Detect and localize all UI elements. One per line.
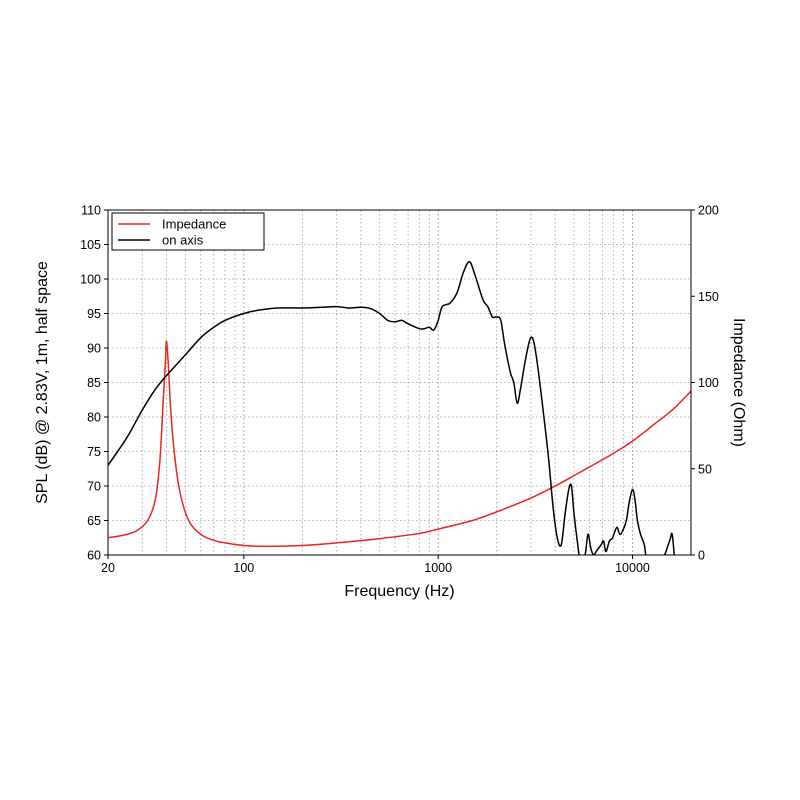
x-tick-label: 1000 bbox=[424, 561, 452, 575]
series-line-on-axis bbox=[108, 261, 675, 555]
left-y-tick-label: 70 bbox=[87, 480, 101, 494]
left-y-tick-label: 105 bbox=[80, 238, 101, 252]
left-y-tick-label: 80 bbox=[87, 411, 101, 425]
right-y-tick-label: 150 bbox=[698, 290, 719, 304]
legend-label-impedance: Impedance bbox=[162, 217, 226, 232]
legend-label-on-axis: on axis bbox=[162, 233, 204, 248]
data-series bbox=[108, 261, 691, 555]
left-y-tick-label: 60 bbox=[87, 549, 101, 563]
left-y-tick-label: 100 bbox=[80, 273, 101, 287]
right-y-tick-label: 200 bbox=[698, 204, 719, 218]
right-y-tick-label: 0 bbox=[698, 549, 705, 563]
right-y-axis-title: Impedance (Ohm) bbox=[730, 318, 747, 447]
legend-box bbox=[111, 212, 265, 251]
plot-background bbox=[108, 210, 691, 555]
right-y-tick-label: 100 bbox=[698, 376, 719, 390]
series-line-impedance bbox=[108, 340, 691, 548]
x-axis-title: Frequency (Hz) bbox=[344, 583, 454, 600]
left-y-tick-label: 85 bbox=[87, 376, 101, 390]
left-y-axis-title: SPL (dB) @ 2.83V, 1m, half space bbox=[34, 261, 51, 504]
x-tick-label: 20 bbox=[101, 561, 115, 575]
left-y-tick-label: 95 bbox=[87, 307, 101, 321]
x-tick-label: 100 bbox=[233, 561, 254, 575]
x-tick-label: 10000 bbox=[615, 561, 650, 575]
left-y-tick-label: 90 bbox=[87, 342, 101, 356]
right-y-tick-label: 50 bbox=[698, 462, 712, 476]
left-y-tick-label: 110 bbox=[81, 204, 101, 218]
left-y-tick-label: 75 bbox=[87, 445, 101, 459]
left-y-tick-label: 65 bbox=[87, 514, 101, 528]
legend: Impedance on axis bbox=[111, 212, 265, 251]
axes: 60 65 70 75 80 85 90 95 100 105 110 0 50 100 150 200 20 1… bbox=[80, 204, 719, 576]
